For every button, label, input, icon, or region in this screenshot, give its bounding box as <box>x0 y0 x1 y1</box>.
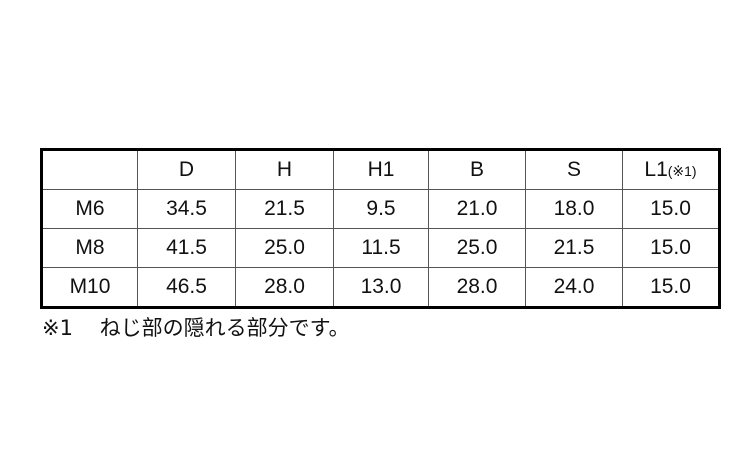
cell: 28.0 <box>428 267 526 308</box>
cell: 41.5 <box>137 228 236 268</box>
footnote-text: ねじ部の隠れる部分です。 <box>99 316 350 340</box>
cell: 25.0 <box>428 228 526 268</box>
cell: 34.5 <box>137 189 236 229</box>
cell: 28.0 <box>235 267 334 308</box>
footnote: ※1 ねじ部の隠れる部分です。 <box>42 312 350 342</box>
table-row: M8 41.5 25.0 11.5 25.0 21.5 15.0 <box>41 228 720 268</box>
header-cell-l1: L1(※1) <box>622 149 720 190</box>
header-label: L1 <box>644 158 668 181</box>
cell: 11.5 <box>333 228 429 268</box>
header-cell: H <box>235 149 334 190</box>
row-label: M6 <box>41 189 138 229</box>
cell: 24.0 <box>525 267 623 308</box>
cell: 25.0 <box>235 228 334 268</box>
cell: 18.0 <box>525 189 623 229</box>
header-cell <box>41 149 138 190</box>
header-cell: S <box>525 149 623 190</box>
table-row: M10 46.5 28.0 13.0 28.0 24.0 15.0 <box>41 267 720 308</box>
header-cell: B <box>428 149 526 190</box>
footnote-mark: ※1 <box>42 316 73 340</box>
cell: 21.0 <box>428 189 526 229</box>
header-row: D H H1 B S L1(※1) <box>41 149 720 190</box>
cell: 15.0 <box>622 189 720 229</box>
table-row: M6 34.5 21.5 9.5 21.0 18.0 15.0 <box>41 189 720 229</box>
row-label: M8 <box>41 228 138 268</box>
row-label: M10 <box>41 267 138 308</box>
cell: 21.5 <box>235 189 334 229</box>
cell: 15.0 <box>622 228 720 268</box>
cell: 21.5 <box>525 228 623 268</box>
cell: 46.5 <box>137 267 236 308</box>
header-cell: D <box>137 149 236 190</box>
cell: 9.5 <box>333 189 429 229</box>
dimension-table: D H H1 B S L1(※1) M6 34.5 21.5 9.5 21.0 … <box>40 148 721 309</box>
header-note: (※1) <box>667 163 697 179</box>
cell: 15.0 <box>622 267 720 308</box>
header-cell: H1 <box>333 149 429 190</box>
cell: 13.0 <box>333 267 429 308</box>
